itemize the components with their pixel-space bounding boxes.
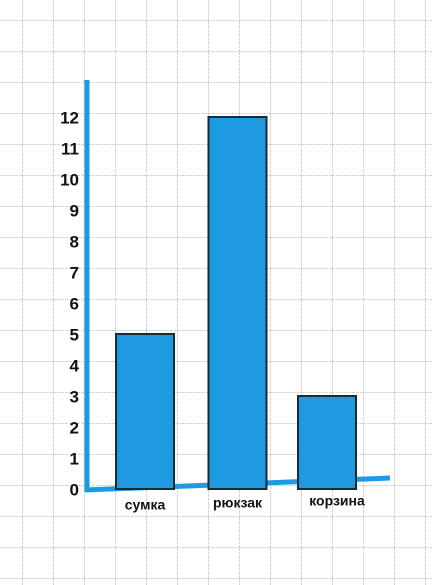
y-tick-label: 3 [70, 387, 79, 406]
bar [207, 116, 268, 490]
x-tick-label: сумка [125, 497, 166, 513]
y-tick-label: 8 [70, 232, 79, 251]
y-tick-label: 5 [70, 325, 79, 344]
bar [115, 333, 175, 490]
x-tick-label: корзина [309, 493, 365, 509]
y-tick-label: 7 [70, 263, 79, 282]
y-tick-label: 2 [70, 418, 79, 437]
y-tick-label: 4 [70, 356, 80, 375]
x-tick-label: рюкзак [213, 495, 263, 511]
y-tick-label: 0 [70, 480, 79, 499]
bar [297, 395, 357, 490]
y-tick-label: 6 [70, 294, 79, 313]
y-tick-label: 12 [60, 108, 79, 127]
y-tick-label: 10 [60, 170, 79, 189]
y-tick-label: 11 [61, 139, 79, 158]
y-tick-label: 1 [70, 449, 79, 468]
y-tick-label: 9 [70, 201, 79, 220]
